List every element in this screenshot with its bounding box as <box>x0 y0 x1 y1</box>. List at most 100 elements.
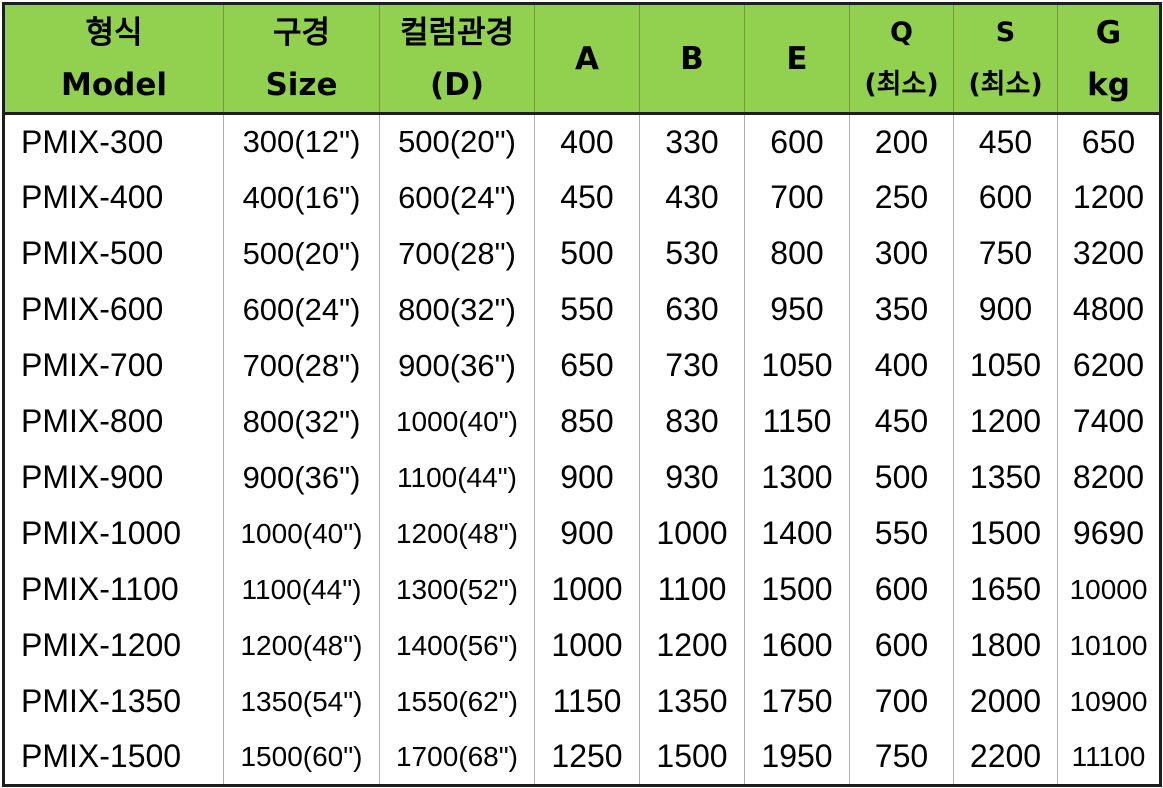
cell-b: 1500 <box>639 729 745 787</box>
cell-e: 1950 <box>744 729 850 787</box>
cell-column-diameter: 500(20") <box>379 113 535 170</box>
table-row: PMIX-700 700(28") 900(36") 650 730 1050 400 105… <box>2 337 1162 394</box>
cell-size: 700(28") <box>223 337 380 394</box>
cell-column-diameter: 700(28") <box>379 225 535 282</box>
cell-g: 8200 <box>1057 449 1162 506</box>
cell-g: 3200 <box>1057 225 1162 282</box>
header-column-diameter-sublabel: (D) <box>429 66 485 103</box>
cell-e: 1150 <box>744 393 850 450</box>
header-model: 형식 Model <box>2 2 224 115</box>
cell-q: 600 <box>849 561 954 618</box>
cell-q: 400 <box>849 337 954 394</box>
cell-s: 900 <box>953 281 1058 338</box>
header-a-label: A <box>575 40 599 77</box>
cell-s: 2000 <box>953 673 1058 730</box>
header-b: B <box>639 2 745 115</box>
table-row: PMIX-1200 1200(48") 1400(56") 1000 1200 1600 6… <box>2 617 1162 674</box>
cell-s: 1650 <box>953 561 1058 618</box>
header-e: E <box>744 2 850 115</box>
cell-q: 500 <box>849 449 954 506</box>
cell-q: 550 <box>849 505 954 562</box>
cell-e: 1300 <box>744 449 850 506</box>
cell-q: 250 <box>849 169 954 226</box>
table-row: PMIX-1100 1100(44") 1300(52") 1000 1100 1500 6… <box>2 561 1162 618</box>
header-q: Q (최소) <box>849 2 954 115</box>
cell-model: PMIX-700 <box>2 337 224 394</box>
cell-size: 600(24") <box>223 281 380 338</box>
header-s-sublabel: (최소) <box>968 68 1043 100</box>
cell-e: 700 <box>744 169 850 226</box>
cell-b: 730 <box>639 337 745 394</box>
cell-size: 1100(44") <box>223 561 380 618</box>
header-size: 구경 Size <box>223 2 380 115</box>
cell-e: 1750 <box>744 673 850 730</box>
cell-s: 2200 <box>953 729 1058 787</box>
cell-g: 6200 <box>1057 337 1162 394</box>
header-e-label: E <box>786 40 808 77</box>
cell-s: 1200 <box>953 393 1058 450</box>
cell-g: 650 <box>1057 113 1162 170</box>
table-row: PMIX-500 500(20") 700(28") 500 530 800 300 750 3… <box>2 225 1162 282</box>
cell-model: PMIX-600 <box>2 281 224 338</box>
cell-s: 1800 <box>953 617 1058 674</box>
cell-s: 450 <box>953 113 1058 170</box>
cell-b: 630 <box>639 281 745 338</box>
cell-g: 9690 <box>1057 505 1162 562</box>
cell-g: 1200 <box>1057 169 1162 226</box>
cell-column-diameter: 1200(48") <box>379 505 535 562</box>
cell-a: 400 <box>534 113 640 170</box>
cell-s: 750 <box>953 225 1058 282</box>
cell-size: 1500(60") <box>223 729 380 787</box>
cell-size: 900(36") <box>223 449 380 506</box>
cell-q: 450 <box>849 393 954 450</box>
cell-b: 1350 <box>639 673 745 730</box>
cell-model: PMIX-1350 <box>2 673 224 730</box>
cell-column-diameter: 1300(52") <box>379 561 535 618</box>
header-column-diameter-label: 컬럼관경 <box>399 14 515 51</box>
cell-s: 1500 <box>953 505 1058 562</box>
cell-q: 600 <box>849 617 954 674</box>
cell-s: 1050 <box>953 337 1058 394</box>
cell-b: 930 <box>639 449 745 506</box>
cell-column-diameter: 600(24") <box>379 169 535 226</box>
cell-size: 500(20") <box>223 225 380 282</box>
cell-column-diameter: 900(36") <box>379 337 535 394</box>
cell-size: 800(32") <box>223 393 380 450</box>
cell-g: 7400 <box>1057 393 1162 450</box>
cell-e: 1400 <box>744 505 850 562</box>
cell-a: 1000 <box>534 561 640 618</box>
cell-a: 650 <box>534 337 640 394</box>
cell-a: 900 <box>534 449 640 506</box>
cell-a: 850 <box>534 393 640 450</box>
cell-model: PMIX-400 <box>2 169 224 226</box>
cell-e: 1500 <box>744 561 850 618</box>
cell-model: PMIX-300 <box>2 113 224 170</box>
header-q-label: Q <box>890 16 913 48</box>
header-s-label: S <box>995 16 1016 48</box>
header-size-label: 구경 <box>272 14 331 51</box>
cell-s: 600 <box>953 169 1058 226</box>
cell-size: 1000(40") <box>223 505 380 562</box>
header-g-label: G <box>1095 14 1122 51</box>
cell-a: 550 <box>534 281 640 338</box>
header-size-sublabel: Size <box>265 66 338 103</box>
table-row: PMIX-1350 1350(54") 1550(62") 1150 1350 1750 7… <box>2 673 1162 730</box>
table-row: PMIX-400 400(16") 600(24") 450 430 700 250 600 1… <box>2 169 1162 226</box>
cell-b: 1200 <box>639 617 745 674</box>
cell-g: 10000 <box>1057 561 1162 618</box>
header-s: S (최소) <box>953 2 1058 115</box>
table-row: PMIX-300 300(12") 500(20") 400 330 600 200 450 6… <box>2 113 1162 170</box>
cell-column-diameter: 1400(56") <box>379 617 535 674</box>
cell-a: 1150 <box>534 673 640 730</box>
table-row: PMIX-1000 1000(40") 1200(48") 900 1000 1400 55… <box>2 505 1162 562</box>
cell-size: 400(16") <box>223 169 380 226</box>
cell-a: 500 <box>534 225 640 282</box>
cell-b: 530 <box>639 225 745 282</box>
cell-e: 1050 <box>744 337 850 394</box>
cell-size: 300(12") <box>223 113 380 170</box>
cell-g: 11100 <box>1057 729 1162 787</box>
